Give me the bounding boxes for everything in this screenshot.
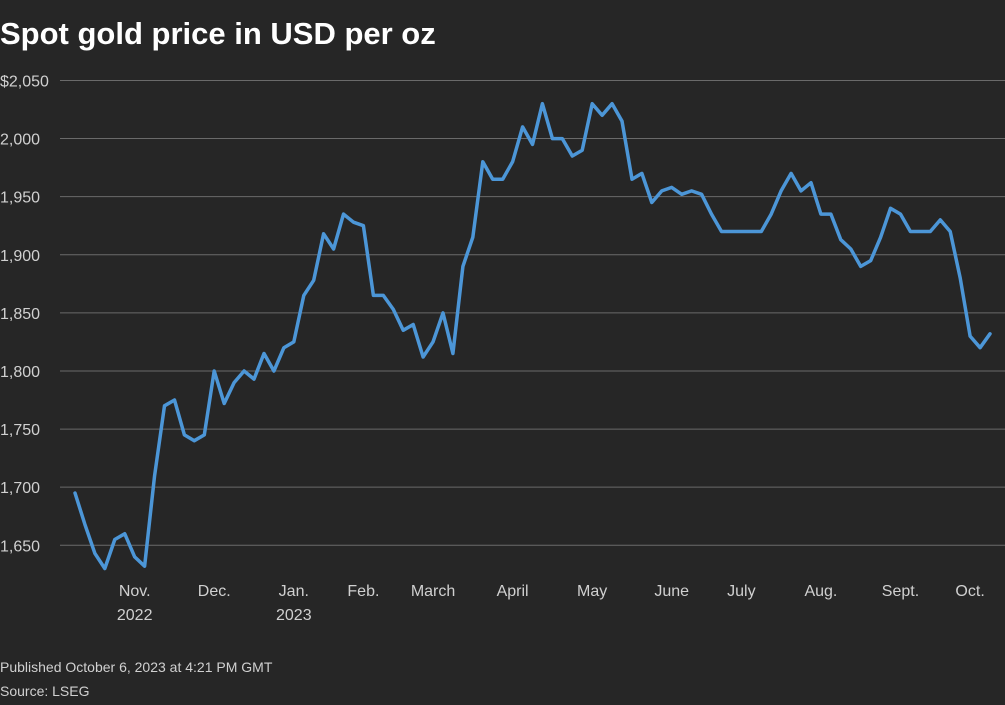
x-tick-label-line: 2022 [117, 607, 153, 624]
x-tick-label-line: March [411, 583, 455, 600]
y-tick-label: 1,900 [0, 248, 40, 265]
y-tick-label: 1,750 [0, 422, 40, 439]
x-tick-label: May [577, 583, 607, 600]
x-tick-label-line: 2023 [276, 607, 312, 624]
x-tick-label-line: July [727, 583, 755, 600]
x-tick-label: Feb. [347, 583, 379, 600]
x-tick-label: March [411, 583, 455, 600]
y-tick-label: 1,650 [0, 538, 40, 555]
x-tick-label-line: May [577, 583, 607, 600]
x-tick-label-line: Sept. [882, 583, 919, 600]
y-tick-label: 1,700 [0, 480, 40, 497]
x-tick-label-line: Aug. [804, 583, 837, 600]
published-note: Published October 6, 2023 at 4:21 PM GMT [0, 659, 273, 675]
y-tick-label: $2,050 [0, 73, 49, 90]
y-tick-label: 2,000 [0, 132, 40, 149]
y-tick-label: 1,800 [0, 364, 40, 381]
x-tick-label-line: April [497, 583, 529, 600]
price-line [73, 101, 992, 571]
x-tick-label: Nov. 2022 [117, 583, 153, 624]
x-tick-label-line: Oct. [955, 583, 984, 600]
chart-title: Spot gold price in USD per oz [0, 16, 436, 51]
x-tick-label: June [654, 583, 689, 600]
x-tick-label-line: Nov. [119, 583, 151, 600]
x-tick-label-line: Feb. [347, 583, 379, 600]
x-tick-label: Sept. [882, 583, 919, 600]
x-tick-label: April [497, 583, 529, 600]
source-note: Source: LSEG [0, 683, 90, 699]
x-tick-label-line: Jan. [279, 583, 309, 600]
x-tick-label: Dec. [198, 583, 231, 600]
y-tick-label: 1,950 [0, 190, 40, 207]
x-tick-label: Jan. 2023 [276, 583, 312, 624]
x-tick-label-line: June [654, 583, 689, 600]
y-tick-label: 1,850 [0, 306, 40, 323]
x-tick-label: Aug. [804, 583, 837, 600]
x-tick-label: July [727, 583, 755, 600]
x-tick-label: Oct. [955, 583, 984, 600]
x-tick-label-line: Dec. [198, 583, 231, 600]
